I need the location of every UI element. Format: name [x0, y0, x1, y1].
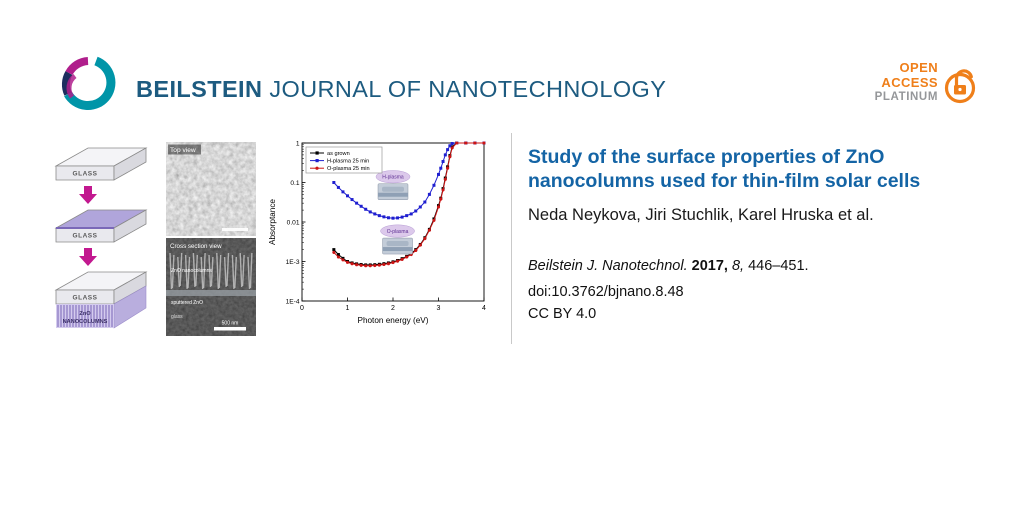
svg-text:2: 2: [391, 305, 395, 312]
scale-bar-label: 500 nm: [222, 321, 239, 327]
brand-journal-name: JOURNAL OF NANOTECHNOLOGY: [269, 76, 667, 102]
process-arrow-2: [79, 248, 97, 266]
svg-text:1E-3: 1E-3: [286, 259, 300, 266]
svg-text:H-plasma 25 min: H-plasma 25 min: [327, 159, 369, 165]
svg-text:1E-4: 1E-4: [286, 298, 300, 305]
ann-sputtered-zno: sputtered ZnO: [171, 300, 203, 306]
glass-label-1: GLASS: [73, 171, 98, 178]
nanocolumn-streaks: [169, 252, 253, 290]
citation-year: 2017,: [691, 258, 728, 274]
svg-text:O-plasma 25 min: O-plasma 25 min: [327, 166, 370, 172]
citation-journal: Beilstein J. Nanotechnol.: [528, 258, 688, 274]
sem-cross-section: Cross section view ZnO nanocolumns sputt…: [166, 238, 256, 336]
svg-text:0.01: 0.01: [287, 219, 300, 226]
vertical-divider: [511, 133, 512, 344]
brand-beilstein: BEILSTEIN: [136, 76, 263, 102]
svg-text:O-plasma: O-plasma: [387, 229, 409, 235]
open-access-open: OPEN: [899, 60, 938, 76]
open-lock-icon: [944, 69, 976, 104]
svg-text:1: 1: [296, 140, 300, 147]
sem-top-texture: [166, 142, 256, 236]
ann-glass: glass: [171, 314, 183, 320]
open-access-platinum: PLATINUM: [874, 91, 938, 104]
article-title: Study of the surface properties of ZnO n…: [528, 146, 921, 192]
process-arrow-1: [79, 186, 97, 204]
article-doi: doi:10.3762/bjnano.8.48: [528, 284, 684, 300]
nanocolumn-stripes: [57, 305, 113, 327]
sem-top-view: Top view: [166, 142, 256, 236]
scale-bar: [214, 327, 246, 331]
citation-volume: 8,: [731, 258, 745, 274]
article-authors: Neda Neykova, Jiri Stuchlik, Karel Hrusk…: [528, 206, 874, 224]
citation-pages: 446–451.: [748, 258, 809, 274]
svg-text:as grown: as grown: [327, 151, 350, 157]
open-access-access: ACCESS: [881, 74, 938, 90]
glass-slab-2-sputtered: GLASS: [54, 209, 148, 243]
glass-slab-3-nanocolumns: GLASS: [54, 271, 148, 305]
sem-cross-texture: [166, 238, 256, 336]
process-schematic: GLASS GLASS GLASS ZnO NANOCOLUMNS: [54, 147, 148, 329]
beilstein-logo: [61, 56, 116, 111]
zno-label-line1: ZnO: [79, 311, 91, 317]
glass-label-2: GLASS: [73, 233, 98, 240]
logo-swirl: [61, 56, 116, 111]
sem-cross-label: Cross section view: [170, 243, 222, 250]
svg-text:Absorptance: Absorptance: [268, 199, 277, 245]
svg-text:0: 0: [300, 305, 304, 312]
glass-label-3: GLASS: [73, 295, 98, 302]
zno-label-line2: NANOCOLUMNS: [63, 319, 108, 325]
sputtered-layer-band: [166, 290, 256, 296]
ann-zno-nanocolumns: ZnO nanocolumns: [171, 268, 212, 274]
open-access-badge: OPEN ACCESS PLATINUM: [875, 60, 984, 106]
svg-text:0.1: 0.1: [290, 180, 299, 187]
article-citation: Beilstein J. Nanotechnol. 2017, 8, 446–4…: [528, 258, 809, 274]
svg-text:3: 3: [437, 305, 441, 312]
absorptance-chart: 0 1 2 3 4 1 0.1 0.01 1E-3 1E-4 Photon energy (eV) A…: [268, 140, 486, 325]
sem-top-scalebar: [222, 228, 248, 231]
svg-text:H-plasma: H-plasma: [382, 175, 404, 181]
glass-slab-1: GLASS: [54, 147, 148, 181]
article-license: CC BY 4.0: [528, 306, 597, 322]
sem-top-view-label: Top view: [170, 147, 196, 154]
svg-text:4: 4: [482, 305, 486, 312]
svg-text:1: 1: [346, 305, 350, 312]
svg-text:Photon energy (eV): Photon energy (eV): [357, 316, 428, 325]
journal-brand: BEILSTEIN JOURNAL OF NANOTECHNOLOGY: [136, 76, 666, 103]
open-access-text: OPEN ACCESS PLATINUM: [875, 61, 938, 105]
